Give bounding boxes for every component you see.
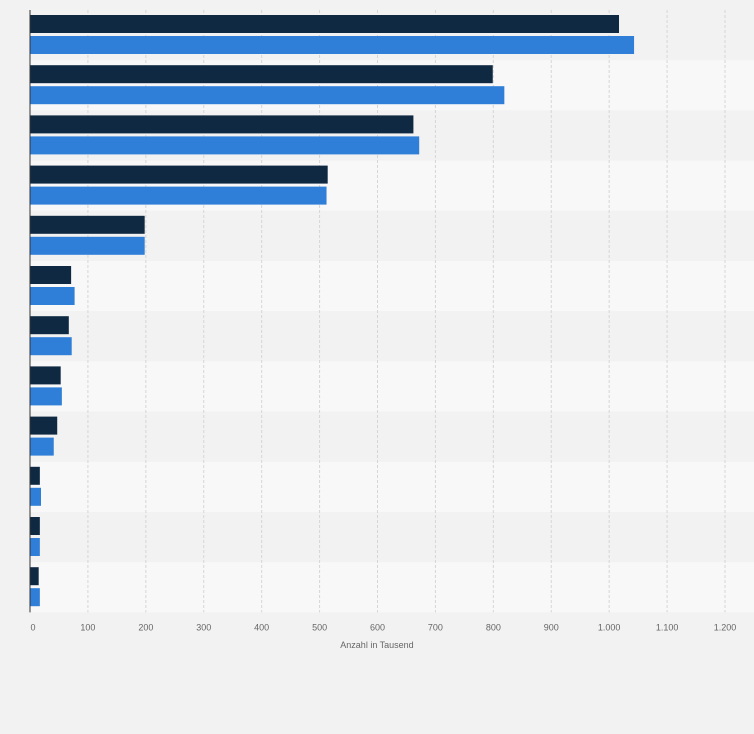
bar-series-2: [30, 36, 635, 54]
bar-series-2: [30, 538, 40, 556]
x-tick-label: 1.200: [714, 622, 737, 632]
bar-series-1: [30, 266, 72, 284]
bars: [30, 15, 635, 607]
bar-series-2: [30, 86, 505, 105]
x-tick-label: 300: [196, 622, 211, 632]
row-band: [30, 210, 754, 261]
bar-series-1: [30, 215, 145, 234]
bar-series-1: [30, 15, 620, 33]
bar-series-2: [30, 337, 72, 356]
row-band: [30, 311, 754, 362]
bar-series-1: [30, 65, 493, 84]
x-tick-label: 100: [80, 622, 95, 632]
x-tick-label: 0: [30, 622, 35, 632]
gridlines: [87, 10, 726, 613]
bar-series-2: [30, 487, 42, 506]
x-tick-label: 600: [370, 622, 385, 632]
x-tick-label: 200: [138, 622, 153, 632]
x-tick-label: 800: [486, 622, 501, 632]
row-band: [30, 461, 754, 512]
x-tick-label: 500: [312, 622, 327, 632]
bar-series-1: [30, 366, 61, 385]
bar-series-2: [30, 186, 327, 205]
bar-series-1: [30, 416, 58, 435]
bar-series-1: [30, 316, 69, 335]
row-band: [30, 562, 754, 613]
row-band: [30, 361, 754, 412]
x-tick-label: 1.000: [598, 622, 621, 632]
x-tick-label: 900: [544, 622, 559, 632]
x-axis-ticks: 0 100 200 300 400 500 600 700 800 900 1.000 1.100 1.…: [30, 622, 736, 632]
x-tick-label: 1.100: [656, 622, 679, 632]
row-band: [30, 512, 754, 563]
bar-series-2: [30, 287, 75, 305]
bar-series-2: [30, 387, 62, 406]
x-axis-label: Anzahl in Tausend: [340, 640, 413, 650]
bar-series-1: [30, 115, 414, 134]
bar-series-1: [30, 567, 39, 586]
bar-series-1: [30, 466, 40, 485]
bar-series-2: [30, 236, 145, 255]
bar-series-2: [30, 136, 420, 155]
bar-series-1: [30, 165, 328, 184]
x-tick-label: 400: [254, 622, 269, 632]
bar-series-2: [30, 588, 40, 607]
row-band: [30, 411, 754, 462]
bar-series-1: [30, 517, 40, 535]
bar-series-2: [30, 437, 54, 456]
x-tick-label: 700: [428, 622, 443, 632]
row-band: [30, 261, 754, 312]
row-bands: [30, 10, 754, 613]
